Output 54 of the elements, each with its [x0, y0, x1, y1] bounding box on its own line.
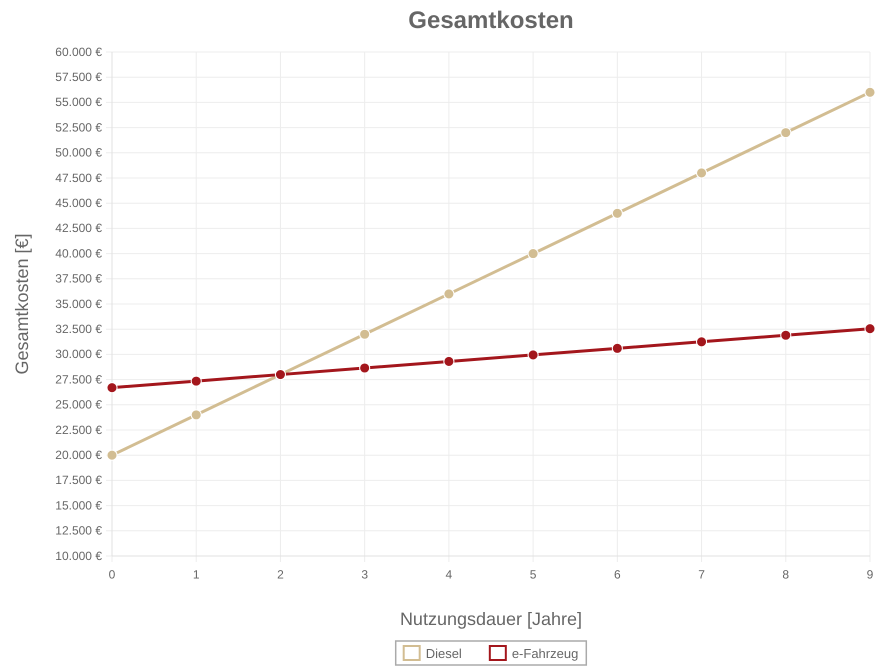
y-tick-label: 35.000 €: [55, 296, 102, 311]
point: [696, 167, 708, 178]
y-tick-label: 17.500 €: [55, 473, 102, 488]
y-tick-label: 12.500 €: [55, 524, 102, 538]
x-tick-label: 8: [782, 568, 790, 582]
y-tick-label: 47.500 €: [55, 170, 102, 185]
x-axis-title: Nutzungsdauer [Jahre]: [400, 609, 582, 629]
point: [780, 127, 792, 138]
y-tick-label: 57.500 €: [55, 70, 102, 84]
y-tick-label: 10.000 €: [55, 548, 102, 563]
y-tick-label: 52.500 €: [55, 120, 102, 134]
point: [106, 382, 118, 394]
x-tick-label: 2: [277, 568, 284, 582]
y-tick-label: 40.000 €: [55, 246, 102, 260]
point: [696, 336, 708, 348]
x-tick-label: 3: [361, 568, 368, 582]
y-tick-label: 55.000 €: [55, 95, 102, 110]
y-tick-label: 15.000 €: [55, 498, 102, 512]
y-tick-label: 60.000 €: [55, 44, 102, 59]
legend-label: Diesel: [426, 646, 462, 661]
y-tick-label: 42.500 €: [55, 221, 102, 236]
point: [190, 376, 202, 387]
x-tick-label: 9: [866, 568, 874, 582]
point: [443, 288, 454, 300]
chart-title: Gesamtkosten: [408, 7, 574, 34]
x-tick-label: 6: [614, 568, 621, 582]
legend-label: e-Fahrzeug: [512, 646, 578, 661]
x-tick-label: 1: [192, 568, 200, 582]
y-tick-label: 20.000 €: [55, 448, 102, 462]
point: [106, 450, 118, 461]
y-axis-title: Gesamtkosten [€]: [12, 233, 32, 375]
y-tick-label: 25.000 €: [55, 398, 102, 412]
point: [528, 248, 539, 260]
point: [359, 362, 370, 374]
point: [612, 342, 623, 354]
point: [443, 356, 454, 367]
y-tick-label: 22.500 €: [55, 422, 102, 437]
point: [780, 330, 792, 341]
y-tick-label: 45.000 €: [55, 196, 102, 210]
point: [864, 323, 876, 334]
point: [359, 328, 370, 340]
x-tick-label: 5: [530, 568, 537, 582]
point: [864, 86, 876, 98]
x-tick-label: 0: [108, 568, 116, 582]
point: [528, 349, 539, 360]
x-tick-label: 7: [698, 568, 706, 582]
y-tick-label: 37.500 €: [55, 272, 102, 286]
y-tick-label: 50.000 €: [55, 146, 102, 160]
x-tick-label: 4: [446, 568, 453, 582]
y-tick-label: 30.000 €: [55, 347, 102, 362]
point: [190, 409, 202, 420]
y-tick-label: 32.500 €: [55, 322, 102, 336]
point: [612, 208, 623, 219]
y-tick-label: 27.500 €: [55, 372, 102, 386]
